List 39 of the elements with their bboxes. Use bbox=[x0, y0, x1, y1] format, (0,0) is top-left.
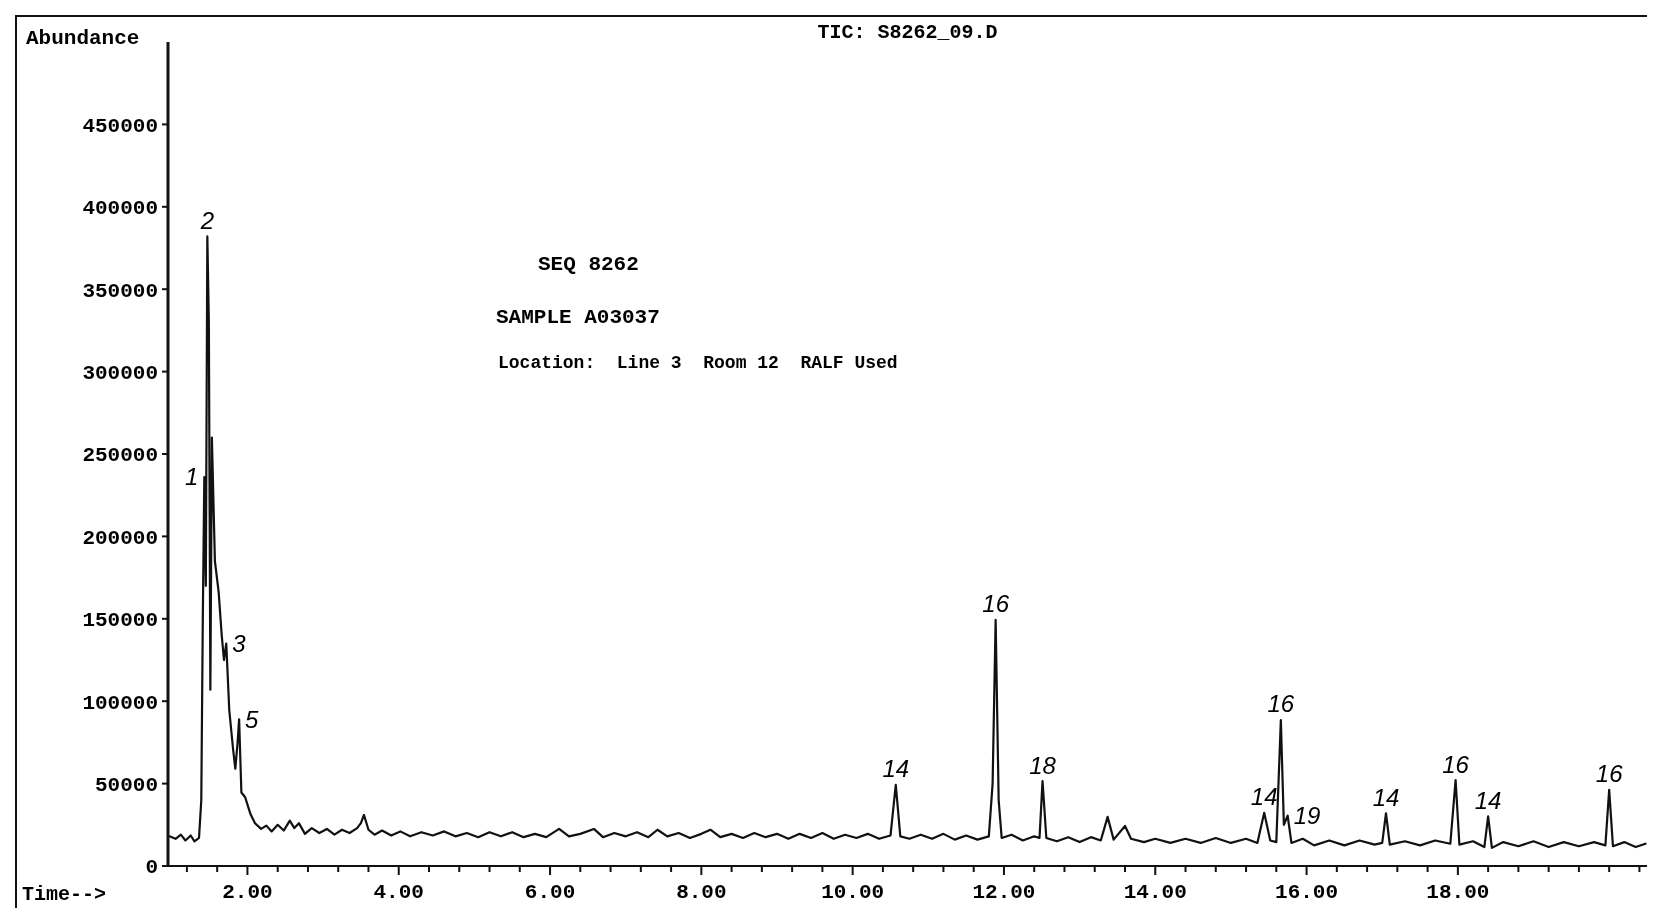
y-tick-label: 50000 bbox=[94, 773, 158, 797]
x-tick-label: 18.00 bbox=[1426, 881, 1490, 904]
x-axis-title: Time--> bbox=[22, 883, 107, 906]
annotation: 18 bbox=[1029, 751, 1057, 779]
y-tick-label: 450000 bbox=[82, 114, 158, 138]
annotation: 14 bbox=[1372, 783, 1400, 811]
annotation: 5 bbox=[245, 705, 260, 733]
annotation: 16 bbox=[1267, 690, 1295, 718]
annotation: 1 bbox=[184, 463, 199, 491]
y-tick-label: 400000 bbox=[82, 197, 158, 221]
annotation: 16 bbox=[1595, 760, 1624, 788]
y-tick-label: 350000 bbox=[82, 279, 158, 303]
annotation: 19 bbox=[1293, 802, 1321, 830]
annotation: 16 bbox=[1442, 750, 1470, 778]
annotation: 14 bbox=[882, 755, 910, 783]
y-tick-label: 100000 bbox=[82, 691, 158, 715]
x-tick-label: 2.00 bbox=[222, 881, 273, 904]
y-axis-title: Abundance bbox=[26, 27, 140, 50]
y-tick-label: 150000 bbox=[82, 609, 158, 633]
annotation: 2 bbox=[199, 206, 215, 234]
x-tick-label: 12.00 bbox=[972, 881, 1036, 904]
x-tick-label: 10.00 bbox=[821, 881, 885, 904]
x-tick-label: 14.00 bbox=[1123, 881, 1187, 904]
annotation: 14 bbox=[1474, 786, 1502, 814]
y-tick-label: 250000 bbox=[82, 444, 158, 468]
x-tick-label: 8.00 bbox=[676, 881, 727, 904]
annotation: SAMPLE A03037 bbox=[496, 306, 660, 329]
annotation: Location: Line 3 Room 12 RALF Used bbox=[498, 353, 898, 373]
x-tick-label: 16.00 bbox=[1275, 881, 1339, 904]
x-tick-label: 6.00 bbox=[524, 881, 576, 904]
x-tick-label: 4.00 bbox=[373, 881, 424, 904]
annotation: SEQ 8262 bbox=[538, 253, 639, 276]
annotation: 14 bbox=[1250, 783, 1278, 811]
y-tick-label: 200000 bbox=[82, 526, 158, 550]
chart-title: TIC: S8262_09.D bbox=[817, 21, 998, 44]
annotation: 3 bbox=[232, 629, 247, 657]
annotation: 16 bbox=[982, 590, 1010, 618]
y-tick-label: 300000 bbox=[82, 361, 158, 385]
y-tick-label: 0 bbox=[145, 856, 158, 880]
